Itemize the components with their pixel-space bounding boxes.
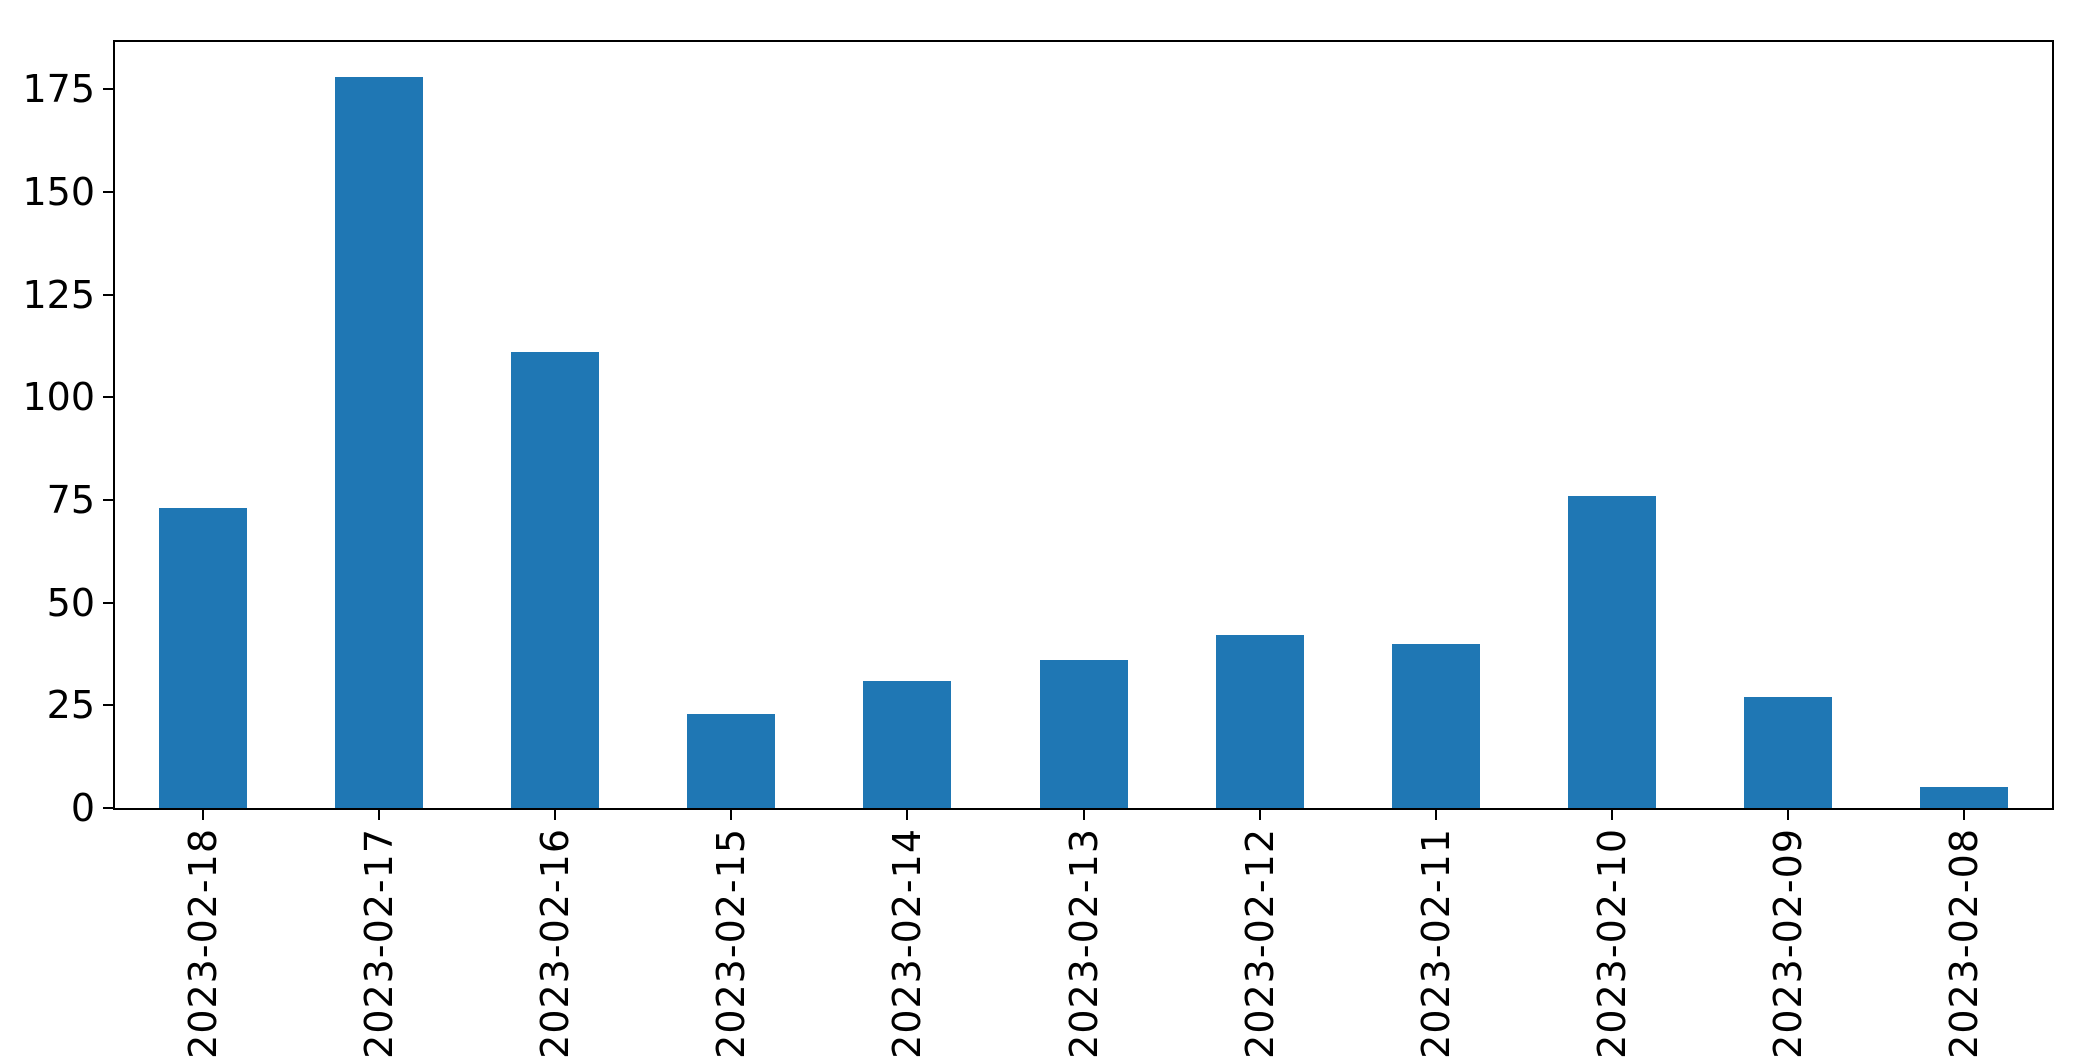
x-axis-tick [1787,810,1789,820]
y-tick-label: 50 [46,581,95,625]
bar [687,714,775,808]
y-tick-label: 150 [22,170,95,214]
x-tick-label: 2023-02-09 [1766,828,1810,1059]
y-tick-label: 100 [22,375,95,419]
x-axis-tick [554,810,556,820]
x-tick-label: 2023-02-16 [533,828,577,1059]
x-tick-label: 2023-02-12 [1238,828,1282,1059]
y-axis-tick [103,396,113,398]
bar [1568,496,1656,808]
y-tick-label: 75 [46,478,95,522]
plot-area [113,40,2054,810]
bar [511,352,599,808]
x-axis-tick [1259,810,1261,820]
x-axis-tick [1435,810,1437,820]
y-axis-tick [103,191,113,193]
y-tick-label: 125 [22,273,95,317]
bar [335,77,423,808]
x-tick-label: 2023-02-11 [1414,828,1458,1059]
x-axis-tick [1963,810,1965,820]
x-axis-tick [378,810,380,820]
bar [1040,660,1128,808]
bar [159,508,247,808]
bar [1392,644,1480,808]
bar [1920,787,2008,808]
bar [1216,635,1304,808]
y-axis-tick [103,807,113,809]
x-tick-label: 2023-02-17 [357,828,401,1059]
y-tick-label: 25 [46,683,95,727]
y-axis-tick [103,88,113,90]
x-axis-tick [730,810,732,820]
x-tick-label: 2023-02-10 [1590,828,1634,1059]
x-axis-tick [202,810,204,820]
x-tick-label: 2023-02-18 [181,828,225,1059]
x-axis-tick [1611,810,1613,820]
y-axis-tick [103,294,113,296]
x-tick-label: 2023-02-14 [885,828,929,1059]
x-axis-tick [1083,810,1085,820]
x-tick-label: 2023-02-08 [1942,828,1986,1059]
x-tick-label: 2023-02-13 [1062,828,1106,1059]
y-tick-label: 0 [70,786,95,830]
x-tick-label: 2023-02-15 [709,828,753,1059]
y-axis-tick [103,499,113,501]
bar [863,681,951,808]
y-axis-tick [103,602,113,604]
x-axis-tick [906,810,908,820]
y-axis-tick [103,704,113,706]
bar [1744,697,1832,808]
y-tick-label: 175 [22,67,95,111]
